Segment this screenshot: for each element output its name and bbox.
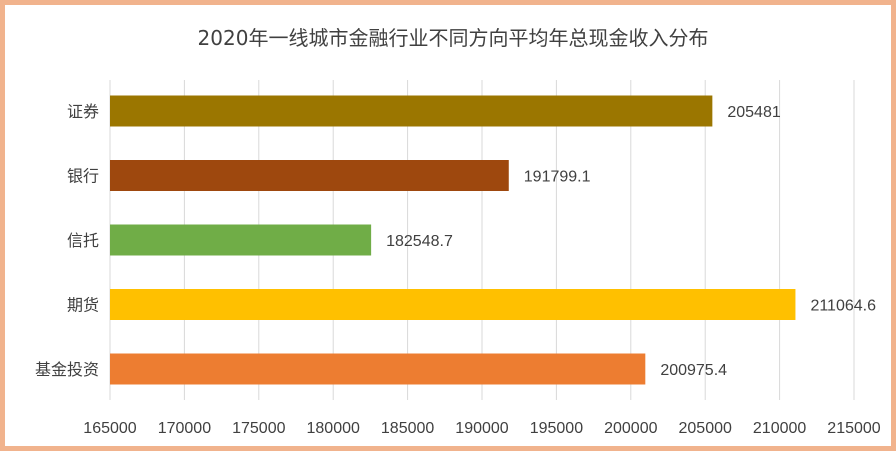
data-label: 182548.7: [386, 233, 453, 250]
data-label: 211064.6: [810, 298, 876, 315]
x-tick-label: 185000: [381, 420, 434, 437]
x-tick-label: 205000: [679, 420, 732, 437]
x-axis-ticks: 165000 170000 175000 180000 185000 190000 1950…: [83, 420, 880, 437]
category-label: 银行: [67, 167, 99, 186]
value-labels: 205481 191799.1 182548.7 211064.6 200975.4: [386, 104, 876, 379]
x-tick-label: 200000: [604, 420, 657, 437]
x-tick-label: 170000: [158, 420, 211, 437]
x-tick-label: 195000: [530, 420, 583, 437]
x-tick-label: 180000: [307, 420, 360, 437]
x-tick-label: 165000: [83, 420, 136, 437]
bar: [110, 160, 509, 191]
x-tick-label: 190000: [455, 420, 508, 437]
gridlines: [109, 80, 855, 400]
bar: [110, 95, 713, 127]
category-label: 期货: [67, 296, 99, 315]
bar-chart: 2020年一线城市金融行业不同方向平均年总现金收入分布 证券银行信托期货基金投资…: [35, 26, 881, 437]
bar: [110, 353, 646, 385]
category-label: 基金投资: [35, 360, 99, 379]
data-label: 191799.1: [524, 169, 591, 186]
x-tick-label: 210000: [753, 420, 806, 437]
bars: [110, 95, 796, 385]
data-label: 200975.4: [660, 362, 727, 379]
x-tick-label: 215000: [827, 420, 880, 437]
bar: [110, 224, 372, 256]
x-tick-label: 175000: [232, 420, 285, 437]
category-label: 证券: [67, 102, 99, 121]
chart-title: 2020年一线城市金融行业不同方向平均年总现金收入分布: [198, 26, 709, 50]
category-label: 信托: [67, 231, 99, 250]
bar: [110, 289, 796, 320]
data-label: 205481: [727, 104, 780, 121]
